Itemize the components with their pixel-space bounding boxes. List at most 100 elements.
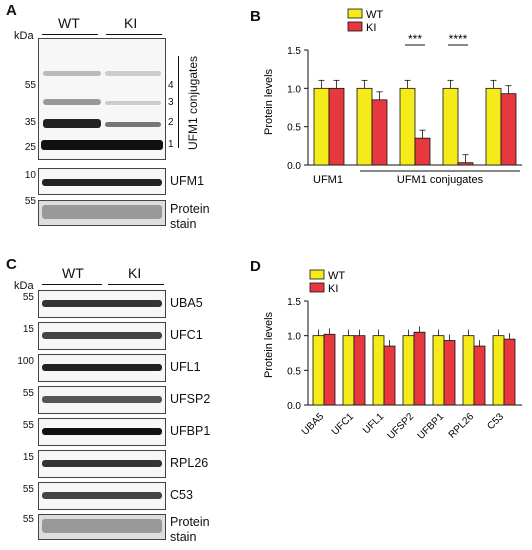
legend-d-wt-swatch xyxy=(309,269,325,280)
chart-d-ylabel: Protein levels xyxy=(263,311,275,378)
blot-label-ufc1: UFC1 xyxy=(170,328,203,342)
band-2-number: 2 xyxy=(168,117,174,128)
mw-c-rpl26: 15 xyxy=(22,452,34,463)
chart-b-group-conjugates: UFM1 conjugates xyxy=(397,174,484,186)
bar-d-wt-c53 xyxy=(492,335,505,406)
bar-d-wt-ufc1 xyxy=(342,335,355,406)
panel-c-ki-line xyxy=(108,284,164,285)
band-4-number: 4 xyxy=(168,80,174,91)
bar-d-ki-uba5 xyxy=(323,333,336,406)
panel-a-ki-label: KI xyxy=(124,15,138,31)
bar-b-wt-2 xyxy=(399,87,416,166)
chart-b-group-ufm1: UFM1 xyxy=(313,174,343,186)
mw-c-uba5: 55 xyxy=(22,292,34,303)
bar-b-wt-1 xyxy=(356,87,373,166)
bar-d-ki-ufsp2 xyxy=(413,331,426,406)
panel-c-letter: C xyxy=(6,256,17,273)
chart-d-xtick-label: UFSP2 xyxy=(386,411,417,442)
mw-c-ufc1: 15 xyxy=(22,324,34,335)
bar-d-ki-ufl1 xyxy=(383,345,396,406)
bar-b-wt-0 xyxy=(313,87,330,166)
stain-label-c-1: Protein xyxy=(170,515,210,529)
chart-d-xtick-label: UFC1 xyxy=(330,411,357,438)
mw-55: 55 xyxy=(24,80,36,91)
mw-c-ufbp1: 55 xyxy=(22,420,34,431)
bar-b-wt-3 xyxy=(442,87,459,166)
mw-c-ufsp2: 55 xyxy=(22,388,34,399)
panel-a-wt-line xyxy=(42,34,98,35)
blot-uba5 xyxy=(38,290,166,318)
legend-d-ki-swatch xyxy=(309,282,325,293)
panel-c-kda: kDa xyxy=(14,280,34,292)
sig-label: *** xyxy=(408,32,422,46)
mw-c-c53: 55 xyxy=(22,484,34,495)
blot-rpl26 xyxy=(38,450,166,478)
chart-d: WT KI Protein levels 0.00.51.01.5 UBA5 UF… xyxy=(263,269,522,442)
panel-b-letter: B xyxy=(250,8,261,25)
blot-ufsp2 xyxy=(38,386,166,414)
ufm1-blot xyxy=(38,168,166,195)
chart-b-ytick-label: 0.5 xyxy=(287,123,301,134)
conjugates-bracket xyxy=(178,56,179,148)
legend-d-wt-text: WT xyxy=(328,270,345,282)
legend-d-ki-text: KI xyxy=(328,283,338,295)
panel-a-wt-label: WT xyxy=(58,15,80,31)
panel-c-wt-line xyxy=(42,284,102,285)
chart-b-ytick-label: 1.0 xyxy=(287,84,301,95)
bar-b-ki-2 xyxy=(414,137,431,166)
bar-d-wt-rpl26 xyxy=(462,335,475,406)
bar-d-wt-ufsp2 xyxy=(402,335,415,406)
bar-d-ki-ufbp1 xyxy=(443,340,456,406)
legend-wt-swatch xyxy=(347,8,363,19)
bar-b-ki-1 xyxy=(371,99,388,166)
bar-b-ki-4 xyxy=(500,93,517,166)
bar-d-ki-ufc1 xyxy=(353,335,366,406)
legend-ki-text: KI xyxy=(366,22,376,34)
chart-d-ytick-label: 0.5 xyxy=(287,366,301,377)
chart-d-xtick-label: UFL1 xyxy=(361,411,386,436)
sig-label: **** xyxy=(449,32,468,46)
mw-c-ufl1: 100 xyxy=(17,356,34,367)
bar-d-wt-ufbp1 xyxy=(432,335,445,406)
bar-b-wt-4 xyxy=(485,87,502,166)
chart-b: WT KI Protein levels 0.00.51.01.5 *** ***… xyxy=(263,8,522,186)
bar-b-ki-3 xyxy=(457,162,474,166)
chart-d-xtick-label: UFBP1 xyxy=(416,411,447,442)
bar-b-ki-0 xyxy=(328,87,345,166)
chart-d-ytick-label: 1.0 xyxy=(287,332,301,343)
stain-label-a-2: stain xyxy=(170,217,197,231)
mw-25: 25 xyxy=(24,142,36,153)
chart-b-ytick-label: 1.5 xyxy=(287,46,301,57)
protein-stain-a xyxy=(38,200,166,226)
bar-d-wt-uba5 xyxy=(312,335,325,406)
chart-d-ytick-label: 1.5 xyxy=(287,297,301,308)
legend-ki-swatch xyxy=(347,21,363,32)
stain-label-c-2: stain xyxy=(170,530,197,544)
bar-d-wt-ufl1 xyxy=(372,335,385,406)
stain-label-a-1: Protein xyxy=(170,202,210,216)
ufm1-label: UFM1 xyxy=(170,174,205,188)
chart-d-ytick-label: 0.0 xyxy=(287,401,301,412)
panel-d-letter: D xyxy=(250,258,261,275)
blot-label-ufbp1: UFBP1 xyxy=(170,424,211,438)
chart-b-ylabel: Protein levels xyxy=(263,68,275,135)
panel-c-wt-label: WT xyxy=(62,265,84,281)
ufm1-conjugates-blot xyxy=(38,38,166,160)
mw-10: 10 xyxy=(24,170,36,181)
bar-d-ki-c53 xyxy=(503,338,516,406)
blot-c53 xyxy=(38,482,166,510)
blot-label-c53: C53 xyxy=(170,488,193,502)
blot-ufl1 xyxy=(38,354,166,382)
conjugates-title: UFM1 conjugates xyxy=(186,55,200,150)
blot-label-rpl26: RPL26 xyxy=(170,456,209,470)
chart-d-xtick-label: UBA5 xyxy=(300,411,327,438)
blot-label-uba5: UBA5 xyxy=(170,296,203,310)
mw-stain-c: 55 xyxy=(22,514,34,525)
chart-b-ytick-label: 0.0 xyxy=(287,161,301,172)
panel-a-kda: kDa xyxy=(14,30,34,42)
protein-stain-c xyxy=(38,514,166,540)
blot-ufc1 xyxy=(38,322,166,350)
panel-a-ki-line xyxy=(106,34,162,35)
blot-ufbp1 xyxy=(38,418,166,446)
panel-c-ki-label: KI xyxy=(128,265,142,281)
